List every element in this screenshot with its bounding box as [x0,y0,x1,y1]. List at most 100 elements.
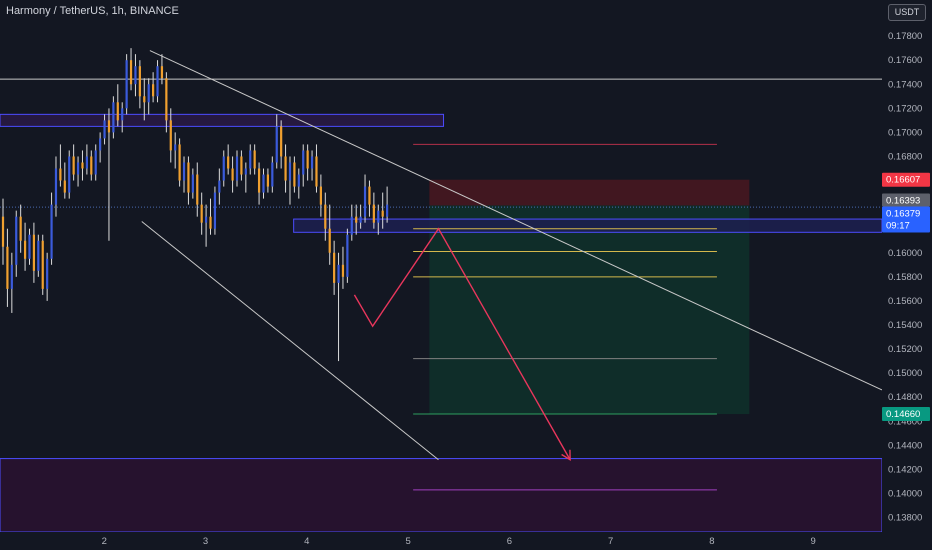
candle-body [23,240,27,259]
candle-body [103,120,106,139]
price-tick-label: 0.15400 [888,320,922,331]
candle-body [315,156,318,187]
demand-zone [0,458,883,533]
candle-body [262,174,265,193]
candle-body [178,144,181,181]
candle-body [147,84,150,103]
price-tick-label: 0.13800 [888,513,922,524]
price-tick-label: 0.16000 [888,248,922,259]
price-label-entry-bg [882,193,930,207]
price-label-current-countdown: 09:17 [886,220,910,231]
time-tick-label: 2 [102,536,107,547]
arrow-path [353,227,571,461]
candle-body [94,150,97,175]
candle-body [333,252,336,283]
candle-body [266,174,270,187]
candle-body [196,174,199,205]
candle-body [372,204,375,223]
price-tick-label: 0.14800 [888,392,922,403]
candle-body [41,240,44,289]
price-tick-label: 0.14200 [888,464,922,475]
candle-body [381,210,384,217]
candle-body [253,150,256,169]
entry-zone [293,218,883,233]
candle-body [257,168,261,193]
candle-body [134,66,137,85]
candle-body [182,162,186,181]
candle-body [235,156,239,181]
price-tick-label: 0.17200 [888,103,922,114]
candle-body [227,156,230,169]
candle-body [359,216,362,223]
trendline-1 [141,221,439,461]
arrow-head [561,449,571,462]
candle-body [63,180,66,193]
price-tick-label: 0.17400 [888,79,922,90]
horizontal-levels-layer [0,78,882,491]
take-profit-zone [429,205,750,415]
time-tick-label: 7 [608,536,613,547]
price-tick-label: 0.17800 [888,31,922,42]
candle-body [386,204,389,217]
candle-body [337,264,340,283]
candle-body [363,186,367,217]
candle-body [1,216,5,247]
price-tick-label: 0.14400 [888,440,922,451]
candle-body [99,138,102,151]
candle-body [121,108,124,121]
candle-body [350,216,353,235]
price-axis-panel[interactable] [882,0,932,550]
price-tick-label: 0.16800 [888,151,922,162]
zones-layer [0,113,883,533]
trendline-0 [149,50,883,391]
candle-body [271,162,274,187]
candle-body [288,162,292,181]
candle-body [319,186,322,205]
candle-body [293,162,296,187]
time-axis-panel[interactable] [0,532,882,550]
price-label-stop: 0.16607 [886,175,920,186]
candle-body [187,162,190,193]
candle-body [156,66,159,97]
candle-body [169,120,172,151]
candle-body [324,204,327,229]
candle-body [46,258,49,289]
candle-body [81,162,84,169]
price-tick-label: 0.15200 [888,344,922,355]
candle-body [355,216,358,223]
candle-body [297,174,300,187]
time-tick-label: 6 [507,536,512,547]
candle-body [306,150,309,169]
candle-body [204,216,208,223]
price-label-current-bg [882,206,930,233]
price-label-target-bg [882,407,930,422]
candle-body [143,96,146,103]
candle-body [59,168,62,181]
candle-body [10,264,13,289]
candle-body [76,162,80,175]
candle-body [152,84,155,97]
price-label-target: 0.14660 [886,409,920,420]
candle-body [218,180,221,193]
candle-body [37,240,40,271]
candle-body [213,192,217,229]
chart-title: Harmony / TetherUS, 1h, BINANCE [6,5,179,17]
candle-body [15,216,18,265]
candle-body [54,168,58,205]
candle-body [209,216,212,229]
time-tick-label: 9 [810,536,815,547]
candle-body [125,60,128,109]
candle-body [174,144,177,151]
candle-body [32,234,36,271]
candle-body [72,156,75,175]
candle-body [284,156,287,181]
currency-button[interactable]: USDT [888,4,926,21]
candle-body [302,150,305,175]
candle-body [90,156,93,175]
resistance-zone [0,113,445,127]
candle-body [200,204,203,223]
candle-body [107,120,111,133]
time-axis: 2 3 4 5 6 7 8 9 [102,536,816,547]
